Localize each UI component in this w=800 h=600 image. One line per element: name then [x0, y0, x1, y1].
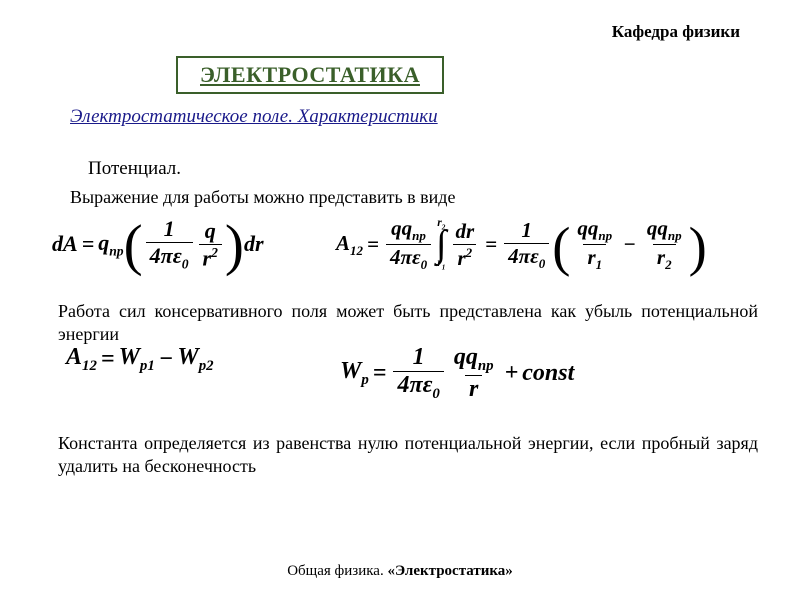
- paragraph-2: Работа сил консервативного поля может бы…: [58, 300, 758, 345]
- formula-A12-integral: A12 = qqnp 4πε0 r2 ∫ r1 dr r2 = 1 4πε0 (…: [336, 216, 707, 273]
- formula-A12-W: A12 = Wp1 − Wp2: [66, 344, 214, 375]
- formula-dA: dA = qnp ( 1 4πε0 q r2 ) dr: [52, 216, 264, 272]
- page-title: ЭЛЕКТРОСТАТИКА: [200, 62, 420, 87]
- section-heading: Потенциал.: [88, 158, 181, 180]
- footer-text: Общая физика.: [287, 563, 387, 579]
- footer-quote: «Электростатика»: [387, 563, 512, 579]
- formula-Wp: Wp = 1 4πε0 qqnp r + const: [340, 344, 574, 403]
- subtitle: Электростатическое поле. Характеристики: [70, 106, 438, 128]
- department-label: Кафедра физики: [612, 22, 740, 42]
- paragraph-1: Выражение для работы можно представить в…: [70, 186, 455, 209]
- footer: Общая физика. «Электростатика»: [0, 563, 800, 580]
- paragraph-3: Константа определяется из равенства нулю…: [58, 432, 758, 477]
- title-box: ЭЛЕКТРОСТАТИКА: [176, 56, 444, 94]
